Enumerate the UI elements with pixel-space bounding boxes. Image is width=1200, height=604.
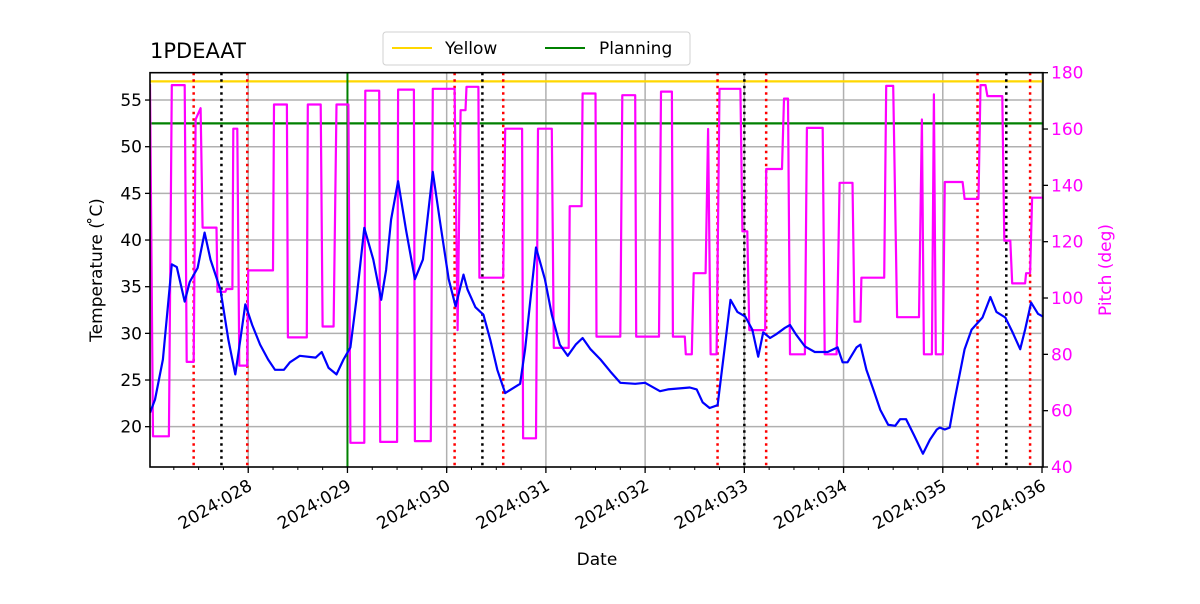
y2-axis-label: Pitch (deg): [1096, 224, 1116, 316]
y2-tick-label: 80: [1051, 345, 1073, 365]
legend: Yellow Planning: [382, 31, 691, 66]
plot-frame: [149, 71, 1044, 468]
y-tick-label: 45: [120, 184, 142, 204]
y-axis-label: Temperature ( ̊C): [86, 198, 107, 343]
y2-tick-label: 100: [1051, 289, 1083, 309]
x-axis-label: Date: [577, 550, 618, 570]
y-tick-label: 35: [120, 278, 142, 298]
y2-tick-label: 120: [1051, 233, 1083, 253]
pitch-series-line: [150, 83, 1043, 444]
y-tick-label: 55: [120, 91, 142, 111]
chart-title: 1PDEAAT: [150, 39, 246, 63]
y2-tick-label: 60: [1051, 402, 1073, 422]
y-tick-label: 40: [120, 231, 142, 251]
legend-label-planning: Planning: [599, 39, 672, 59]
y2-tick-label: 180: [1051, 64, 1083, 84]
plot-area: [150, 72, 1043, 467]
y2-tick-label: 40: [1051, 458, 1073, 478]
temperature-series-line: [150, 170, 1043, 455]
y2-tick-label: 160: [1051, 120, 1083, 140]
y-tick-label: 25: [120, 371, 142, 391]
y-tick-label: 50: [120, 138, 142, 158]
y-tick-label: 20: [120, 418, 142, 438]
legend-box: [382, 31, 691, 66]
y2-tick-label: 140: [1051, 176, 1083, 196]
y-tick-label: 30: [120, 324, 142, 344]
legend-label-yellow: Yellow: [444, 39, 497, 59]
